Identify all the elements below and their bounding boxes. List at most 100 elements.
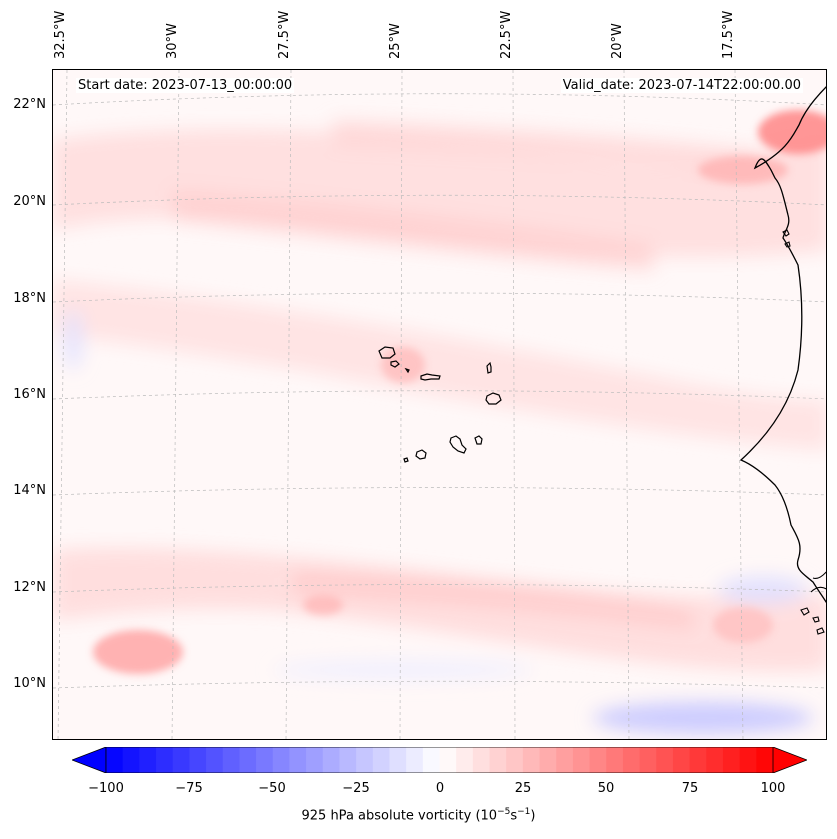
coastline-guinea [810, 571, 826, 593]
colorbar-segment [189, 747, 207, 773]
colorbar-segment [756, 747, 774, 773]
lon-label-30w: 30°W [165, 23, 180, 59]
colorbar-tick-0: 0 [435, 781, 445, 796]
lat-label-10n: 10°N [13, 676, 46, 691]
west-africa-coastline [739, 86, 826, 604]
island-sao-nicolau [420, 373, 441, 381]
colorbar-tick-minus-50: −50 [258, 781, 286, 796]
colorbar-segment [439, 747, 457, 773]
island-sal [486, 361, 492, 374]
valid-date-label: Valid_date: 2023-07-14T22:00:00.00 [560, 78, 803, 93]
vorticity-band-middle [53, 280, 826, 450]
colorbar-segment [689, 747, 707, 773]
vorticity-band-south-inner [293, 570, 693, 630]
colorbar-tick-minus-75: −75 [175, 781, 203, 796]
colorbar-segment [322, 747, 340, 773]
colorbar-segment [739, 747, 757, 773]
map-plot-area: Start date: 2023-07-13_00:00:00 Valid_da… [52, 69, 827, 740]
colorbar-extend-min [72, 747, 107, 773]
colorbar-segment [672, 747, 691, 773]
colorbar-segment [222, 747, 240, 773]
lat-label-22n: 22°N [13, 97, 46, 112]
negative-vorticity-lower [593, 702, 813, 734]
lat-label-14n: 14°N [13, 483, 46, 498]
colorbar-label: 925 hPa absolute vorticity (10−5s−1) [301, 807, 536, 824]
vorticity-tongue-northeast [698, 156, 788, 184]
colorbar-segment [422, 747, 440, 773]
lon-label-22-5w: 22.5°W [499, 10, 514, 59]
island-boa-vista [485, 392, 502, 405]
colorbar-tick-25: 25 [514, 781, 532, 796]
colorbar-segment [522, 747, 541, 773]
colorbar-segment [256, 747, 274, 773]
colorbar-segment [589, 747, 607, 773]
vorticity-max-mid [303, 595, 343, 615]
colorbar-segment [506, 747, 524, 773]
lon-label-25w: 25°W [388, 23, 403, 59]
coastline-islands-bissagos [800, 607, 825, 635]
colorbar-segment [239, 747, 257, 773]
colorbar-segment [306, 747, 324, 773]
colorbar-frame [105, 747, 774, 773]
gridlines [53, 70, 826, 739]
vorticity-band-north [53, 129, 826, 257]
lat-label-12n: 12°N [13, 580, 46, 595]
lat-label-16n: 16°N [13, 387, 46, 402]
colorbar-segment [456, 747, 474, 773]
lon-label-32-5w: 32.5°W [53, 10, 68, 59]
colorbar-segment [622, 747, 641, 773]
start-date-label: Start date: 2023-07-13_00:00:00 [76, 78, 295, 93]
island-brava [403, 457, 409, 463]
lat-label-18n: 18°N [13, 291, 46, 306]
colorbar-segment [572, 747, 591, 773]
colorbar-segment [706, 747, 724, 773]
colorbar-segment [339, 747, 357, 773]
colorbar-segment [639, 747, 657, 773]
island-santa-luzia [404, 367, 410, 374]
island-fogo [415, 449, 427, 460]
lon-label-20w: 20°W [610, 23, 625, 59]
vorticity-band-north-inner [173, 190, 653, 270]
colorbar-tick-50: 50 [597, 781, 615, 796]
lon-label-27-5w: 27.5°W [277, 10, 292, 59]
colorbar-segment [206, 747, 224, 773]
vorticity-band-upper [333, 120, 753, 170]
vorticity-band-south [53, 548, 826, 672]
colorbar-segment [722, 747, 741, 773]
colorbar-segment [656, 747, 674, 773]
cape-verde-islands [378, 346, 502, 463]
colorbar-tick-minus-100: −100 [88, 781, 124, 796]
lat-label-20n: 20°N [13, 194, 46, 209]
negative-vorticity-west [63, 310, 83, 370]
coastline-canaries-fragment [782, 229, 791, 248]
colorbar-segment [606, 747, 624, 773]
colorbar-segment [272, 747, 290, 773]
colorbar-segment [156, 747, 174, 773]
colorbar-segment [122, 747, 140, 773]
colorbar-segment [106, 747, 124, 773]
colorbar-segment [406, 747, 424, 773]
island-maio [474, 435, 483, 445]
vorticity-max-southwest [93, 630, 183, 674]
colorbar-tick-100: 100 [760, 781, 786, 796]
island-santo-antao [378, 346, 396, 359]
colorbar-segment [139, 747, 157, 773]
colorbar-segment [289, 747, 307, 773]
colorbar-segment [389, 747, 407, 773]
colorbar [72, 747, 807, 773]
vorticity-max-islands [381, 347, 425, 383]
negative-vorticity-center [273, 660, 533, 680]
vorticity-max-northeast [758, 110, 826, 154]
vorticity-max-east [713, 607, 773, 643]
lon-label-17-5w: 17.5°W [721, 10, 736, 59]
colorbar-segment [539, 747, 557, 773]
island-santiago [449, 435, 467, 454]
colorbar-segment [472, 747, 491, 773]
colorbar-extend-max [772, 747, 807, 773]
colorbar-segment [356, 747, 374, 773]
colorbar-tick-75: 75 [681, 781, 699, 796]
colorbar-segment [372, 747, 390, 773]
colorbar-segment [556, 747, 574, 773]
vorticity-field [53, 70, 826, 739]
colorbar-segment [489, 747, 507, 773]
